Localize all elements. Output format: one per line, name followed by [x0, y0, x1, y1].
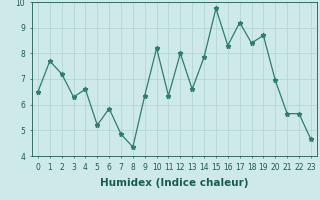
- X-axis label: Humidex (Indice chaleur): Humidex (Indice chaleur): [100, 178, 249, 188]
